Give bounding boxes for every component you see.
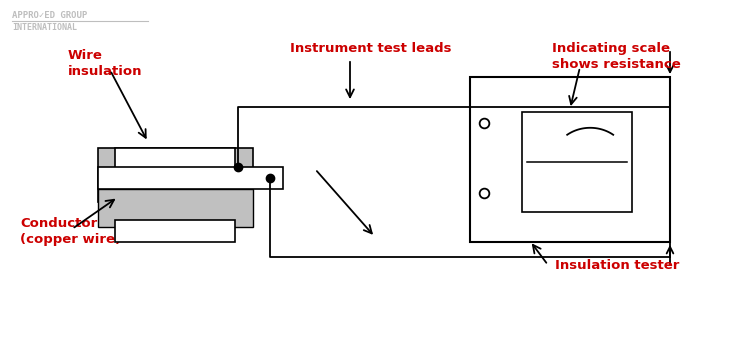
Bar — [98, 148, 253, 202]
Text: Conductor
(copper wire): Conductor (copper wire) — [20, 217, 121, 246]
Text: INTERNATIONAL: INTERNATIONAL — [12, 23, 77, 32]
Text: Insulation tester: Insulation tester — [555, 259, 679, 272]
Text: APPRO✓ED GROUP: APPRO✓ED GROUP — [12, 11, 87, 20]
Bar — [115, 148, 235, 174]
Bar — [115, 220, 235, 242]
Bar — [98, 189, 253, 227]
Bar — [522, 112, 632, 212]
Text: Instrument test leads: Instrument test leads — [290, 42, 451, 55]
Text: Indicating scale
shows resistance: Indicating scale shows resistance — [552, 42, 681, 71]
Text: Wire
insulation: Wire insulation — [68, 49, 143, 78]
Bar — [470, 77, 670, 242]
Bar — [98, 167, 283, 189]
